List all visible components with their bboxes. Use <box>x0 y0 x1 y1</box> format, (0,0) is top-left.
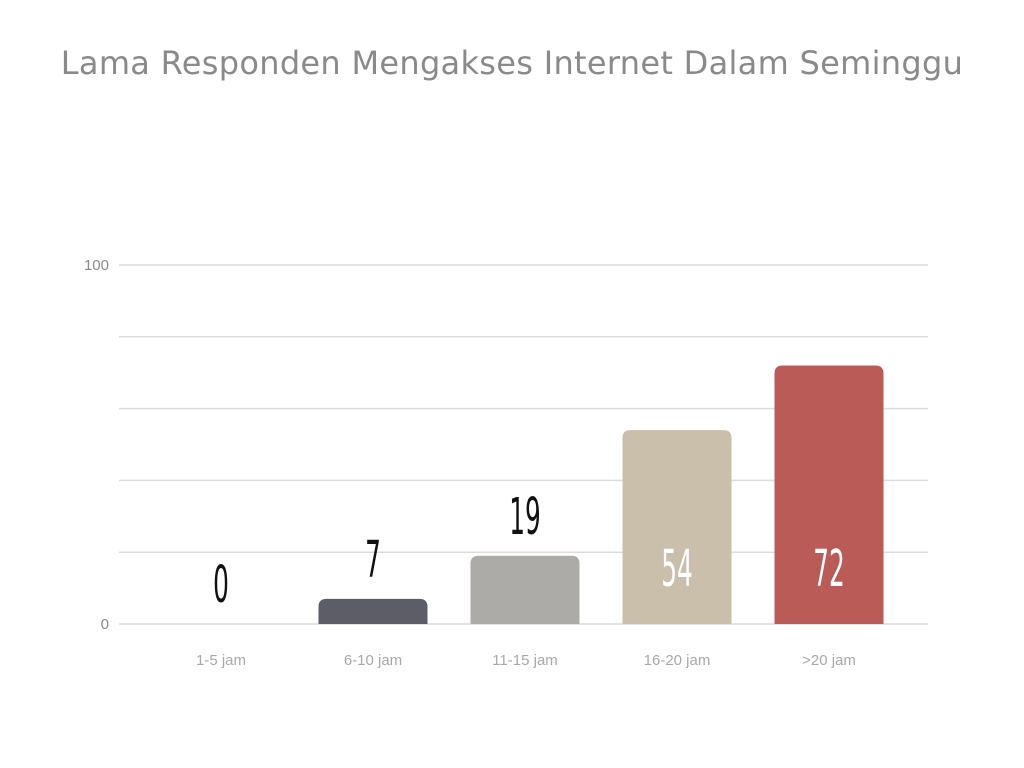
value-label: 7 <box>365 531 381 590</box>
chart-title: Lama Responden Mengakses Internet Dalam … <box>60 44 964 82</box>
gridlines <box>119 264 928 625</box>
value-label: 54 <box>661 540 693 599</box>
x-axis-labels: 1-5 jam 6-10 jam 11-15 jam 16-20 jam >20 jam <box>196 652 856 669</box>
bars <box>318 365 884 624</box>
y-tick-label: 100 <box>84 257 109 274</box>
x-tick-label: 11-15 jam <box>492 652 558 669</box>
value-label: 19 <box>509 488 541 547</box>
bar <box>622 430 732 624</box>
y-tick-label: 0 <box>101 616 109 633</box>
x-tick-label: 16-20 jam <box>644 652 711 669</box>
x-tick-label: 1-5 jam <box>196 652 246 669</box>
x-tick-label: >20 jam <box>802 652 856 669</box>
value-label: 72 <box>813 540 845 599</box>
value-label: 0 <box>213 556 229 615</box>
bar <box>470 555 580 624</box>
bar <box>318 598 428 624</box>
x-tick-label: 6-10 jam <box>344 652 402 669</box>
y-axis-ticks: 0 100 <box>84 257 109 633</box>
bar <box>774 365 884 624</box>
value-labels: 0 7 19 54 72 <box>213 488 845 615</box>
